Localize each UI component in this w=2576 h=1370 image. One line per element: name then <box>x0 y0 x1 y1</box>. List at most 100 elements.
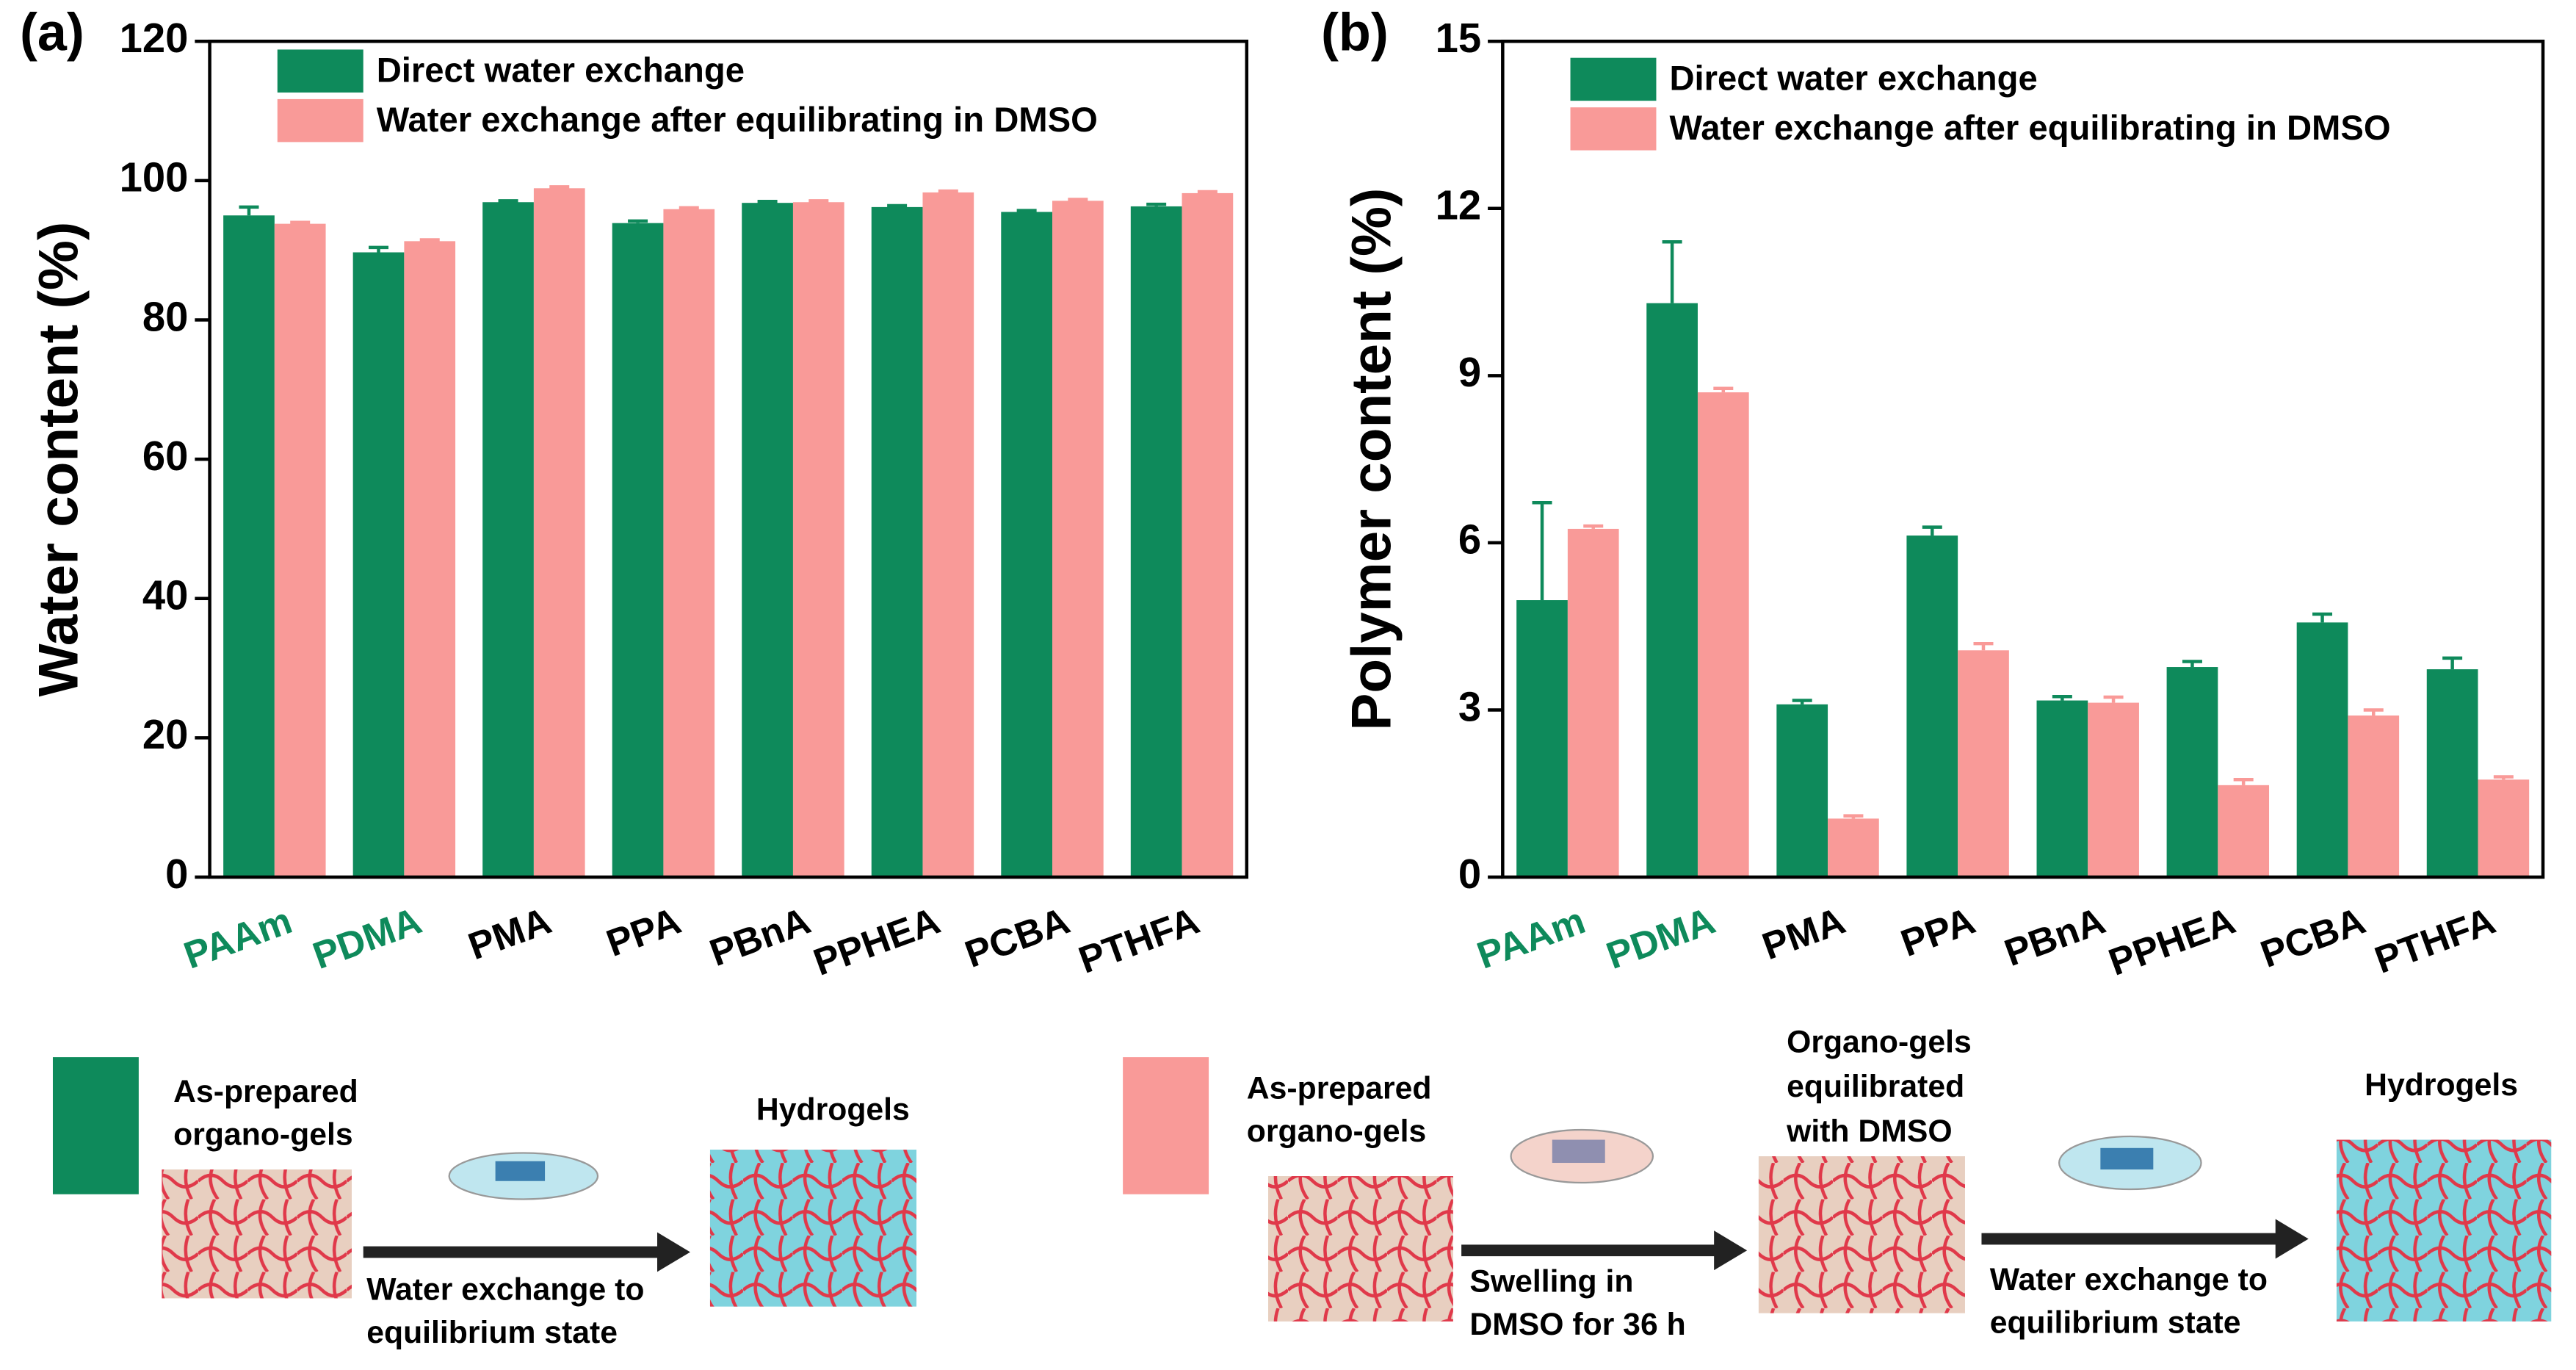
legend-swatch <box>277 98 363 143</box>
error-bar <box>1792 699 1812 704</box>
bar <box>742 203 793 878</box>
error-bar <box>628 219 648 223</box>
bar <box>1906 536 1958 878</box>
arrow-head <box>1714 1230 1748 1271</box>
plot-frame <box>208 39 1249 879</box>
bar <box>1697 392 1749 878</box>
gel-cube <box>1758 1156 1965 1313</box>
error-bar <box>1662 240 1682 303</box>
panel-label: (a) <box>20 3 84 62</box>
x-tick-label: PBnA <box>704 898 816 974</box>
x-tick-label: PPHEA <box>808 898 945 983</box>
x-tick-label: PDMA <box>1601 898 1721 977</box>
bar <box>2296 622 2348 878</box>
y-tick-label: 9 <box>1458 349 1481 395</box>
label: organo-gels <box>173 1117 352 1152</box>
bar <box>1516 600 1568 878</box>
y-tick-label: 12 <box>1436 182 1482 228</box>
error-bar <box>679 206 699 210</box>
arrow-head <box>656 1232 690 1272</box>
legend-label: Direct water exchange <box>377 51 745 90</box>
bar <box>1052 201 1104 878</box>
error-bar <box>2363 708 2384 716</box>
bar <box>663 209 715 878</box>
error-bar <box>1146 202 1167 206</box>
y-tick-label: 15 <box>1436 15 1482 61</box>
bar <box>482 202 534 878</box>
y-tick-label: 60 <box>142 433 189 479</box>
x-tick-label: PAAm <box>178 898 297 976</box>
swatch <box>1123 1057 1209 1194</box>
label: Organo-gels <box>1787 1024 1972 1059</box>
x-tick-label: PMA <box>463 898 557 967</box>
x-tick-label: PAAm <box>1472 898 1591 976</box>
error-bar <box>2312 612 2333 623</box>
bar <box>223 215 275 878</box>
error-bar <box>887 203 908 208</box>
bar <box>2478 779 2530 878</box>
x-tick-label: PDMA <box>307 898 427 977</box>
y-tick-label: 20 <box>142 711 189 757</box>
error-bar <box>757 200 778 203</box>
bar <box>2426 669 2478 878</box>
panel-label: (b) <box>1321 3 1389 62</box>
y-tick-label: 120 <box>120 15 189 61</box>
error-bar <box>1583 524 1604 529</box>
bar <box>2348 715 2400 878</box>
error-bar <box>2103 695 2124 703</box>
bar <box>1776 704 1828 878</box>
bar <box>2088 702 2139 878</box>
label: As-prepared <box>1247 1070 1432 1106</box>
label: As-prepared <box>173 1074 358 1109</box>
y-tick-label: 40 <box>142 572 189 619</box>
bar <box>2218 785 2270 878</box>
legend-swatch <box>1570 57 1657 101</box>
bar <box>922 192 974 878</box>
error-bar <box>1016 209 1037 212</box>
bar <box>1182 192 1234 878</box>
error-bar <box>2442 656 2463 670</box>
x-tick-label: PCBA <box>2255 898 2371 976</box>
error-bar <box>1068 198 1088 201</box>
label: equilibrium state <box>1990 1305 2241 1341</box>
y-axis-label: Water content (%) <box>28 222 90 697</box>
y-tick-label: 6 <box>1458 516 1481 563</box>
bar <box>1958 650 2009 878</box>
legend-swatch <box>1570 107 1657 151</box>
label: DMSO for 36 h <box>1469 1307 1685 1342</box>
x-tick-label: PTHFA <box>2369 898 2500 981</box>
error-bar <box>1713 386 1734 393</box>
label: organo-gels <box>1247 1114 1426 1149</box>
dish <box>1510 1128 1654 1184</box>
error-bar <box>1843 814 1864 819</box>
x-tick-label: PBnA <box>1999 898 2110 974</box>
error-bar <box>1197 190 1218 194</box>
error-bar <box>2493 775 2514 780</box>
y-tick-label: 80 <box>142 293 189 339</box>
bar <box>1646 303 1698 878</box>
arrow-head <box>2275 1219 2309 1259</box>
error-bar <box>369 245 389 253</box>
error-bar <box>1922 525 1942 536</box>
bar <box>352 252 405 878</box>
label: equilibrium state <box>366 1315 618 1350</box>
legend-label: Water exchange after equilibrating in DM… <box>377 101 1098 140</box>
error-bar <box>419 238 440 242</box>
bar <box>2036 700 2088 878</box>
dish <box>448 1152 599 1200</box>
bar <box>274 223 326 878</box>
y-tick-label: 3 <box>1458 683 1481 729</box>
x-tick-label: PCBA <box>959 898 1075 976</box>
bar <box>404 241 456 878</box>
gel-cube <box>2336 1139 2552 1322</box>
error-bar <box>808 199 829 203</box>
label: with DMSO <box>1786 1114 1952 1149</box>
label: equilibrated <box>1787 1069 1964 1104</box>
error-bar <box>1973 641 1994 651</box>
bar <box>612 223 664 878</box>
bar <box>1567 528 1619 878</box>
error-bar <box>239 205 259 216</box>
label: Water exchange to <box>1990 1262 2268 1297</box>
bar <box>871 206 923 878</box>
